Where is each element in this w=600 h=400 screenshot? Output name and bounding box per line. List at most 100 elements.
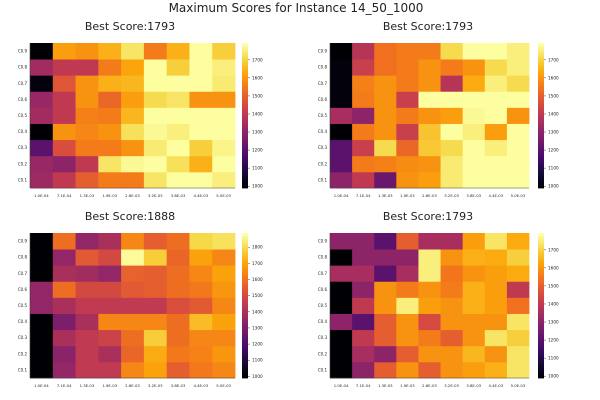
heatmap-cell	[418, 345, 441, 363]
colorbar-segment	[538, 365, 544, 369]
heatmap-cell	[330, 75, 353, 92]
heatmap-cell	[330, 59, 353, 76]
heatmap-cell	[121, 75, 145, 92]
heatmap-cell	[121, 265, 145, 282]
colorbar-segment	[242, 93, 248, 97]
heatmap-cell	[189, 265, 213, 282]
heatmap-cell	[121, 91, 145, 108]
heatmap-cell	[418, 43, 441, 60]
heatmap-cell	[52, 43, 76, 60]
colorbar-segment	[538, 269, 544, 273]
colorbar-segment	[538, 96, 544, 99]
heatmap-cell	[418, 329, 441, 347]
colorbar-segment	[242, 274, 248, 277]
colorbar-segment	[538, 249, 544, 253]
heatmap-cell	[418, 59, 441, 76]
colorbar-segment	[242, 115, 248, 119]
heatmap-cell	[330, 329, 353, 347]
colorbar-tick-label: 1200	[548, 148, 559, 153]
colorbar-segment	[242, 163, 248, 167]
colorbar-segment	[242, 180, 248, 184]
colorbar-segment	[242, 300, 248, 304]
colorbar-segment	[242, 264, 248, 268]
colorbar-segment	[538, 363, 544, 367]
colorbar-segment	[538, 264, 544, 268]
heatmap-cell	[166, 297, 190, 314]
heatmap-cell	[374, 345, 397, 363]
colorbar-segment	[538, 235, 544, 239]
colorbar-segment	[242, 317, 248, 321]
heatmap-cell	[166, 233, 190, 250]
colorbar-segment	[538, 291, 544, 294]
x-tick-label: 1.3E-03	[378, 383, 393, 388]
heatmap-cell	[75, 171, 99, 189]
y-tick-label: C0.3	[18, 145, 28, 150]
heatmap-cell	[98, 329, 122, 347]
y-tick-label: C0.8	[318, 255, 328, 260]
heatmap-cell	[506, 91, 530, 108]
colorbar-segment	[242, 142, 248, 145]
heatmap-cell	[330, 361, 353, 379]
heatmap-cell	[75, 139, 99, 157]
colorbar-segment	[242, 64, 248, 68]
heatmap-cell	[212, 313, 236, 331]
x-tick-label: 3.2E-03	[444, 383, 459, 388]
colorbar-segment	[242, 125, 248, 128]
x-tick-label: 3.8E-03	[466, 193, 481, 198]
heatmap-cell	[75, 43, 99, 60]
heatmap-cell	[98, 249, 122, 266]
heatmap-cell	[330, 91, 353, 108]
heatmap-cell	[121, 123, 145, 141]
colorbar-segment	[538, 245, 544, 248]
heatmap-cell	[396, 123, 419, 141]
y-tick-label: C0.3	[318, 335, 328, 340]
heatmap-cell	[352, 91, 375, 108]
colorbar-segment	[538, 91, 544, 95]
colorbar-segment	[538, 274, 544, 277]
colorbar-segment	[538, 159, 544, 162]
colorbar-segment	[538, 349, 544, 352]
colorbar-segment	[242, 159, 248, 162]
colorbar-segment	[538, 332, 544, 335]
x-tick-label: 3.8E-03	[171, 193, 186, 198]
heatmap-cell	[30, 43, 54, 60]
heatmap-cell	[396, 297, 419, 314]
heatmap-cell	[30, 249, 54, 266]
heatmap-cell	[212, 155, 236, 173]
colorbar-segment	[538, 334, 544, 338]
colorbar-segment	[538, 50, 544, 54]
colorbar-segment	[242, 81, 248, 85]
heatmap-cell	[98, 233, 122, 250]
colorbar-segment	[538, 127, 544, 131]
heatmap-cell	[166, 123, 190, 141]
colorbar-tick-label: 1700	[548, 247, 559, 252]
heatmap-cell	[374, 75, 397, 92]
colorbar-segment	[538, 356, 544, 360]
heatmap-cell	[52, 59, 76, 76]
colorbar-segment	[538, 64, 544, 68]
heatmap-panel-3: Best Score:1888 1.0E-04 7.1E-04 1.3E-03 1.9E…	[18, 210, 263, 388]
colorbar-segment	[538, 353, 544, 357]
heatmap-cell	[352, 139, 375, 157]
x-tick-label: 5.0E-03	[216, 383, 231, 388]
colorbar-segment	[538, 171, 544, 174]
heatmap-cell	[440, 59, 464, 76]
colorbar-segment	[538, 281, 544, 285]
colorbar-segment	[538, 161, 544, 165]
heatmap-cell	[462, 361, 486, 379]
colorbar-segment	[242, 254, 248, 258]
x-tick-label: 7.1E-04	[356, 383, 371, 388]
colorbar-segment	[538, 122, 544, 126]
colorbar-segment	[538, 45, 544, 49]
heatmap-cell	[30, 329, 54, 347]
colorbar-segment	[538, 276, 544, 280]
colorbar-segment	[538, 320, 544, 323]
colorbar-tick-label: 1000	[252, 184, 263, 189]
y-tick-label: C0.1	[318, 367, 328, 372]
heatmap-cell	[330, 123, 353, 141]
y-tick-label: C0.3	[18, 335, 28, 340]
heatmap-cell	[330, 155, 353, 173]
heatmap-cell	[506, 233, 530, 250]
heatmap-cell	[462, 171, 486, 189]
heatmap-cell	[352, 59, 375, 76]
